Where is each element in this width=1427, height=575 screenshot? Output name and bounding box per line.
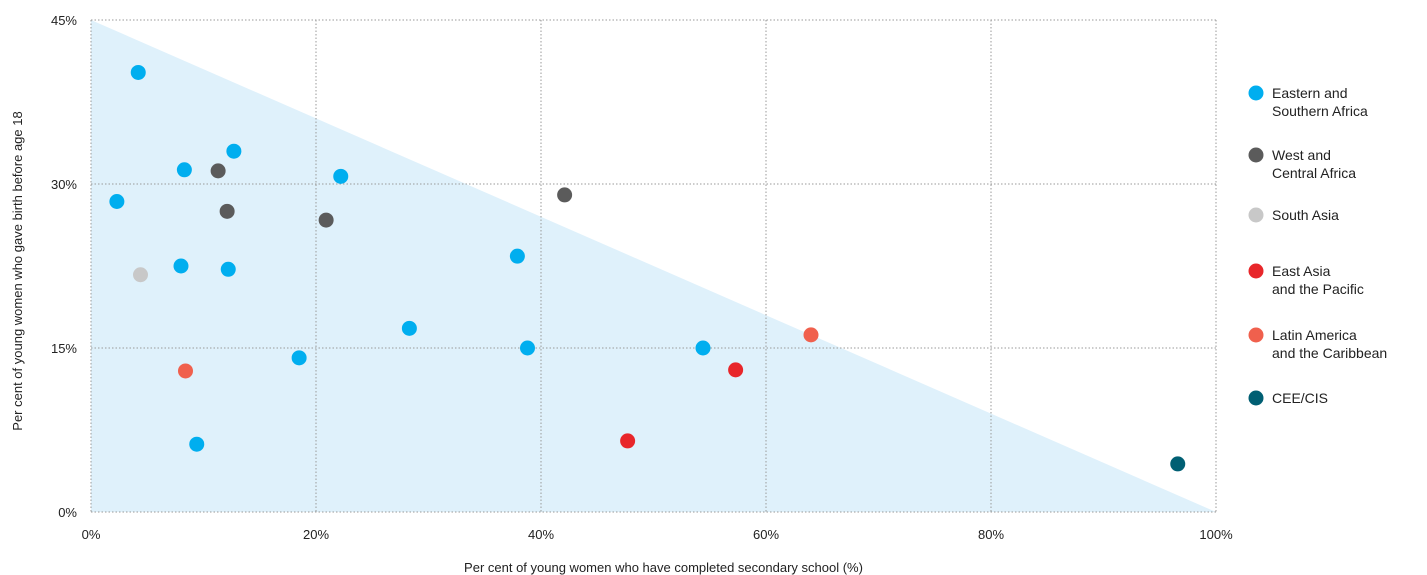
legend-swatch — [1248, 207, 1264, 223]
data-point — [401, 320, 417, 336]
data-point — [520, 340, 535, 356]
data-point — [1170, 456, 1186, 472]
x-tick-label: 80% — [978, 527, 1004, 542]
legend-label: South Asia — [1272, 207, 1339, 223]
x-tick-label: 60% — [753, 527, 779, 542]
y-axis-title: Per cent of young women who gave birth b… — [10, 111, 25, 430]
data-point — [173, 258, 189, 274]
x-tick-label: 40% — [528, 527, 554, 542]
data-point — [318, 212, 334, 228]
legend-swatch — [1248, 263, 1264, 279]
tick-labels: 0% 20% 40% 60% 80% 100% 0% 15% 30% 45% — [51, 13, 1233, 542]
y-tick-label: 15% — [51, 341, 77, 356]
data-point — [178, 363, 193, 379]
legend-swatch — [1248, 85, 1264, 101]
data-point — [728, 362, 744, 378]
legend-label: Latin America — [1272, 327, 1357, 343]
legend-swatch — [1248, 147, 1264, 163]
x-axis-title: Per cent of young women who have complet… — [464, 560, 863, 575]
data-point — [226, 143, 242, 159]
data-point — [803, 327, 819, 343]
legend-label: Central Africa — [1272, 165, 1356, 181]
data-points — [109, 64, 1186, 472]
x-tick-label: 0% — [82, 527, 101, 542]
y-tick-label: 0% — [58, 505, 77, 520]
legend: Eastern and Southern Africa West and Centra… — [1248, 85, 1387, 406]
data-point — [509, 248, 525, 264]
data-point — [220, 261, 236, 277]
y-tick-label: 45% — [51, 13, 77, 28]
data-point — [557, 187, 573, 203]
legend-label: and the Caribbean — [1272, 345, 1387, 361]
legend-label: Eastern and — [1272, 85, 1348, 101]
legend-swatch — [1248, 390, 1264, 406]
legend-label: and the Pacific — [1272, 281, 1364, 297]
legend-label: CEE/CIS — [1272, 390, 1328, 406]
data-point — [210, 163, 226, 179]
data-point — [176, 162, 192, 178]
gridlines — [90, 19, 1217, 513]
data-point — [695, 340, 711, 356]
shaded-region — [91, 20, 1216, 512]
data-point — [291, 350, 307, 366]
data-point — [189, 436, 205, 452]
data-point — [109, 193, 125, 209]
data-point — [333, 168, 349, 184]
legend-label: Southern Africa — [1272, 103, 1368, 119]
shaded-triangle-region — [91, 20, 1216, 512]
legend-label: West and — [1272, 147, 1331, 163]
data-point — [133, 267, 148, 283]
x-tick-label: 100% — [1199, 527, 1233, 542]
data-point — [219, 203, 235, 219]
legend-swatch — [1248, 327, 1264, 343]
legend-label: East Asia — [1272, 263, 1331, 279]
data-point — [620, 433, 636, 449]
data-point — [130, 64, 146, 80]
y-tick-label: 30% — [51, 177, 77, 192]
x-tick-label: 20% — [303, 527, 329, 542]
